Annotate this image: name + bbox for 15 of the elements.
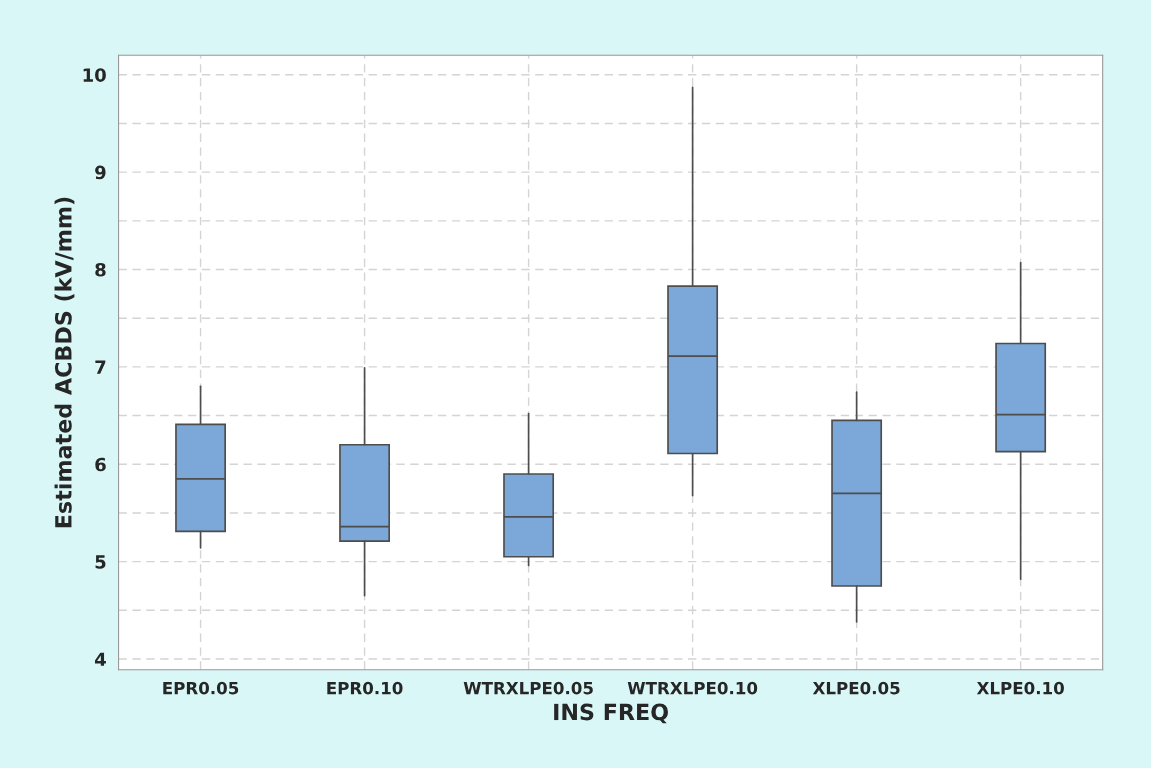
x-axis-title: INS FREQ [554, 703, 668, 724]
y-tick-label: 7 [95, 360, 106, 374]
y-tick-label: 9 [95, 165, 106, 180]
y-tick-label: 4 [95, 652, 106, 666]
x-tick-label: XLPE0.10 [976, 681, 1064, 695]
y-tick-label: 6 [95, 457, 106, 472]
y-axis-title: Estimated ACBDS (kV/mm) [54, 197, 75, 528]
x-tick-label: WTRXLPE0.10 [627, 681, 758, 695]
x-tick-label: EPR0.10 [327, 681, 403, 695]
y-tick-label: 10 [83, 68, 106, 82]
y-tick-label: 8 [95, 262, 106, 277]
y-tick-label: 5 [95, 555, 106, 569]
x-tick-label: WTRXLPE0.05 [463, 681, 593, 695]
x-tick-label: EPR0.05 [163, 681, 239, 695]
x-tick-label: XLPE0.05 [812, 681, 900, 695]
